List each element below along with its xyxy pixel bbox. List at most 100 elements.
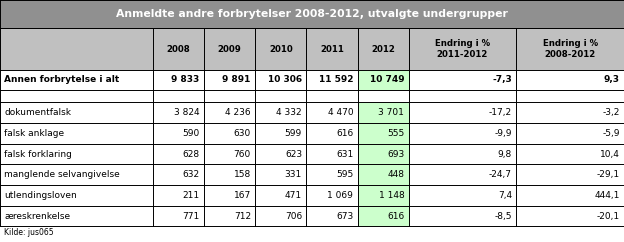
Bar <box>204 123 255 144</box>
Text: 10 749: 10 749 <box>370 76 404 84</box>
Text: 632: 632 <box>183 170 200 179</box>
Text: 2011: 2011 <box>320 45 344 53</box>
Text: dokumentfalsk: dokumentfalsk <box>4 108 71 117</box>
Bar <box>153 102 204 123</box>
Bar <box>255 102 306 123</box>
Text: 712: 712 <box>234 212 251 221</box>
Bar <box>0 206 153 227</box>
Text: 444,1: 444,1 <box>594 191 620 200</box>
Bar <box>409 29 517 69</box>
Text: 11 592: 11 592 <box>319 76 353 84</box>
Text: -24,7: -24,7 <box>489 170 512 179</box>
Text: Kilde: jus065: Kilde: jus065 <box>4 228 54 237</box>
Text: 331: 331 <box>285 170 302 179</box>
Text: 158: 158 <box>233 170 251 179</box>
Bar <box>204 102 255 123</box>
Bar <box>358 102 409 123</box>
Bar <box>255 206 306 227</box>
Bar <box>409 165 517 185</box>
Text: Anmeldte andre forbrytelser 2008-2012, utvalgte undergrupper: Anmeldte andre forbrytelser 2008-2012, u… <box>116 9 508 19</box>
Text: 623: 623 <box>285 150 302 159</box>
Bar <box>153 185 204 206</box>
Text: 10 306: 10 306 <box>268 76 302 84</box>
Bar <box>0 69 153 90</box>
Text: 1 069: 1 069 <box>328 191 353 200</box>
Text: 595: 595 <box>336 170 353 179</box>
Bar <box>153 165 204 185</box>
Text: 628: 628 <box>183 150 200 159</box>
Text: falsk forklaring: falsk forklaring <box>4 150 72 159</box>
Text: 706: 706 <box>285 212 302 221</box>
Bar <box>153 69 204 90</box>
Text: utlendingsloven: utlendingsloven <box>4 191 77 200</box>
Bar <box>306 90 358 102</box>
Bar <box>0 165 153 185</box>
Bar <box>255 144 306 165</box>
Text: -20,1: -20,1 <box>597 212 620 221</box>
Bar <box>306 123 358 144</box>
Bar <box>255 90 306 102</box>
Bar <box>358 185 409 206</box>
Text: 673: 673 <box>336 212 353 221</box>
Text: -17,2: -17,2 <box>489 108 512 117</box>
Text: 167: 167 <box>233 191 251 200</box>
Bar <box>306 206 358 227</box>
Bar <box>517 123 624 144</box>
Bar <box>0 185 153 206</box>
Text: 771: 771 <box>182 212 200 221</box>
Bar <box>255 185 306 206</box>
Bar <box>204 206 255 227</box>
Bar <box>358 165 409 185</box>
Text: Endring i %
2008-2012: Endring i % 2008-2012 <box>543 39 598 59</box>
Bar <box>255 165 306 185</box>
Bar <box>204 144 255 165</box>
Bar <box>306 165 358 185</box>
Text: 693: 693 <box>387 150 404 159</box>
Bar <box>517 165 624 185</box>
Bar <box>204 29 255 69</box>
Bar <box>255 123 306 144</box>
Text: manglende selvangivelse: manglende selvangivelse <box>4 170 120 179</box>
Text: 9 833: 9 833 <box>172 76 200 84</box>
Bar <box>306 69 358 90</box>
Bar <box>409 123 517 144</box>
Bar <box>517 102 624 123</box>
Bar <box>517 69 624 90</box>
Text: 760: 760 <box>233 150 251 159</box>
Bar <box>358 206 409 227</box>
Text: 9,3: 9,3 <box>603 76 620 84</box>
Bar <box>153 123 204 144</box>
Text: æreskrenkelse: æreskrenkelse <box>4 212 71 221</box>
Text: -29,1: -29,1 <box>597 170 620 179</box>
Bar <box>153 90 204 102</box>
Bar <box>409 185 517 206</box>
Text: 7,4: 7,4 <box>498 191 512 200</box>
Bar <box>306 102 358 123</box>
Bar <box>358 144 409 165</box>
Text: 4 236: 4 236 <box>225 108 251 117</box>
Text: 9,8: 9,8 <box>498 150 512 159</box>
Bar <box>0 29 153 69</box>
Bar <box>0 0 624 29</box>
Text: 448: 448 <box>388 170 404 179</box>
Bar <box>409 102 517 123</box>
Text: Endring i %
2011-2012: Endring i % 2011-2012 <box>435 39 490 59</box>
Text: 630: 630 <box>233 129 251 138</box>
Text: 2009: 2009 <box>218 45 241 53</box>
Bar <box>204 165 255 185</box>
Bar <box>306 29 358 69</box>
Bar <box>358 123 409 144</box>
Text: -3,2: -3,2 <box>602 108 620 117</box>
Text: 9 891: 9 891 <box>223 76 251 84</box>
Bar <box>358 69 409 90</box>
Text: 10,4: 10,4 <box>600 150 620 159</box>
Text: -5,9: -5,9 <box>602 129 620 138</box>
Bar <box>0 90 153 102</box>
Text: -8,5: -8,5 <box>494 212 512 221</box>
Bar <box>255 69 306 90</box>
Text: 4 332: 4 332 <box>276 108 302 117</box>
Text: -9,9: -9,9 <box>494 129 512 138</box>
Bar <box>0 102 153 123</box>
Text: 1 148: 1 148 <box>379 191 404 200</box>
Text: 4 470: 4 470 <box>328 108 353 117</box>
